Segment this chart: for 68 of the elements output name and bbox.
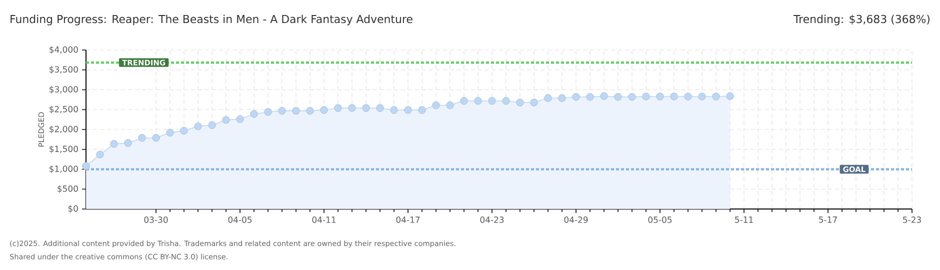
point (138, 134, 146, 142)
point (278, 106, 286, 115)
point (390, 106, 398, 114)
x-tick-label: 04-05 (228, 216, 252, 223)
x-tick-label: 5-23 (903, 216, 921, 223)
y-tick-label: $1,000 (50, 165, 78, 174)
point (362, 104, 370, 112)
point (320, 106, 328, 114)
point (544, 94, 552, 102)
point (194, 122, 202, 130)
x-tick-label: 04-23 (480, 216, 504, 223)
y-tick-label: $2,000 (50, 126, 78, 134)
point (516, 98, 524, 106)
point (292, 106, 300, 115)
point (124, 139, 132, 147)
point (502, 97, 510, 105)
point (530, 98, 538, 106)
point (712, 92, 720, 100)
point (264, 108, 272, 116)
point (334, 104, 342, 112)
y-tick-label: $2,500 (50, 106, 78, 114)
x-tick-label: 05-05 (648, 216, 672, 223)
point (236, 115, 244, 124)
chart-title: Funding Progress: Reaper: The Beasts in Men - A Dark Fantasy Adventure (10, 14, 412, 26)
x-tick-label: 04-11 (312, 216, 336, 223)
point (208, 121, 216, 129)
y-tick-label: $1,500 (50, 146, 78, 154)
chart-subtitle: Trending: $3,683 (368%) (793, 14, 930, 26)
point (642, 92, 650, 100)
point (180, 126, 188, 135)
point (166, 128, 174, 137)
point (418, 106, 426, 114)
point (670, 92, 678, 100)
point (82, 162, 90, 170)
y-tick-label: $3,500 (50, 66, 78, 74)
point (558, 94, 566, 102)
point (432, 101, 440, 110)
point (488, 97, 496, 105)
point (628, 93, 636, 101)
point (110, 140, 118, 148)
point (614, 93, 622, 101)
y-tick-label: $0 (68, 205, 78, 213)
point (96, 150, 104, 158)
point (474, 97, 482, 105)
x-tick-label: 5-11 (735, 216, 753, 223)
x-tick-label: 5-17 (819, 216, 837, 223)
point (404, 106, 412, 114)
x-tick-label: 04-29 (564, 216, 588, 223)
point (250, 110, 258, 118)
point (222, 116, 230, 124)
point (152, 134, 160, 142)
point (460, 97, 468, 105)
point (698, 92, 706, 100)
point (376, 104, 384, 112)
point (684, 92, 692, 100)
y-tick-label: $500 (58, 185, 78, 193)
point (348, 104, 356, 112)
point (656, 92, 664, 100)
point (446, 101, 454, 110)
point (600, 92, 608, 100)
x-tick-label: 04-17 (396, 216, 420, 223)
point (306, 106, 314, 115)
y-tick-label: $3,000 (50, 86, 78, 94)
point (572, 93, 580, 101)
x-tick-label: 03-30 (144, 216, 168, 223)
point (726, 92, 734, 100)
point (586, 93, 594, 101)
y-tick-label: $4,000 (50, 46, 78, 54)
